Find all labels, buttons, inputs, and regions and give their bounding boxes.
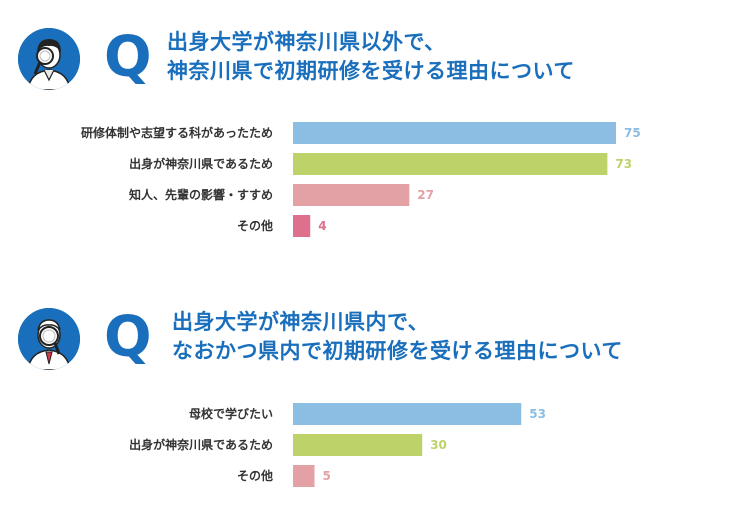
bar bbox=[293, 215, 311, 237]
question-section-1: Q 出身大学が神奈川県以外で、 神奈川県で初期研修を受ける理由について 研修体制… bbox=[0, 25, 737, 248]
question-title-line-1: 出身大学が神奈川県内で、 bbox=[172, 310, 430, 334]
bar bbox=[293, 434, 423, 456]
category-label: その他 bbox=[237, 468, 273, 483]
q-letter: Q bbox=[104, 25, 152, 90]
category-label: 出身が神奈川県であるため bbox=[129, 437, 273, 452]
bar bbox=[293, 122, 616, 144]
bar bbox=[293, 465, 315, 487]
value-label: 27 bbox=[417, 188, 434, 202]
value-label: 73 bbox=[615, 157, 632, 171]
question-title: 出身大学が神奈川県以外で、 神奈川県で初期研修を受ける理由について bbox=[167, 28, 575, 86]
question-title-line-2: 神奈川県で初期研修を受ける理由について bbox=[167, 59, 575, 83]
q-letter: Q bbox=[104, 305, 152, 370]
category-label: 母校で学びたい bbox=[189, 406, 273, 421]
value-label: 53 bbox=[529, 407, 546, 421]
value-label: 4 bbox=[318, 219, 326, 233]
doctor-avatar-icon bbox=[18, 308, 80, 370]
doctor-avatar-icon bbox=[18, 28, 80, 90]
bar bbox=[293, 184, 410, 206]
bar-chart-2-svg: 母校で学びたい 53 出身が神奈川県であるため 30 その他 5 bbox=[129, 403, 546, 487]
category-label: 知人、先輩の影響・すすめ bbox=[128, 187, 273, 202]
category-label: 研修体制や志望する科があったため bbox=[81, 125, 273, 140]
value-label: 30 bbox=[430, 438, 447, 452]
bar bbox=[293, 153, 608, 175]
question-section-2: Q 出身大学が神奈川県内で、 なおかつ県内で初期研修を受ける理由について 母校で… bbox=[0, 290, 737, 517]
value-label: 5 bbox=[323, 469, 331, 483]
bar-chart-1-svg: 研修体制や志望する科があったため 75 出身が神奈川県であるため 73 知人、先輩の影響… bbox=[81, 122, 641, 237]
question-title-line-1: 出身大学が神奈川県以外で、 bbox=[167, 30, 446, 54]
question-title: 出身大学が神奈川県内で、 なおかつ県内で初期研修を受ける理由について bbox=[172, 308, 623, 366]
bar bbox=[293, 403, 522, 425]
question-title-line-2: なおかつ県内で初期研修を受ける理由について bbox=[172, 339, 623, 363]
category-label: その他 bbox=[237, 218, 273, 233]
category-label: 出身が神奈川県であるため bbox=[129, 156, 273, 171]
bar-chart-2: 母校で学びたい 53 出身が神奈川県であるため 30 その他 5 bbox=[0, 403, 737, 499]
bar-chart-1: 研修体制や志望する科があったため 75 出身が神奈川県であるため 73 知人、先輩の影響… bbox=[0, 122, 737, 248]
value-label: 75 bbox=[624, 126, 641, 140]
